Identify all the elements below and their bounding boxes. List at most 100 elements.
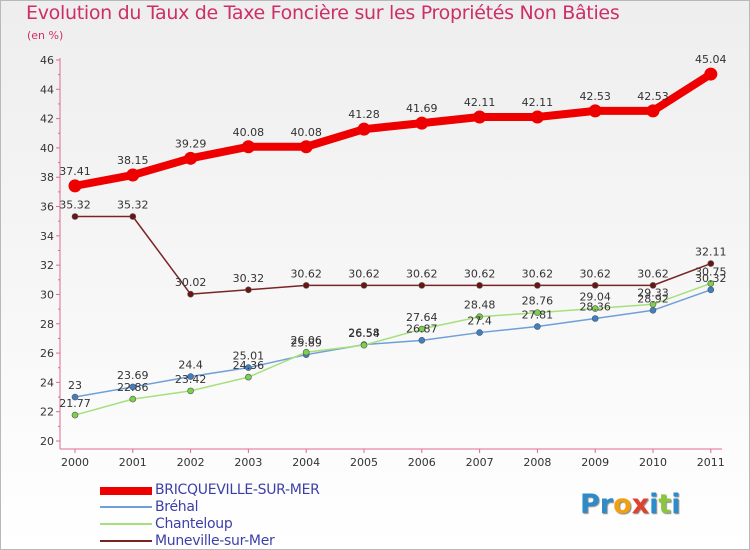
proxiti-logo: Proxiti: [580, 489, 681, 520]
x-tick-label: 2001: [119, 456, 147, 469]
y-tick-label: 42: [40, 113, 54, 126]
data-label: 30.32: [695, 272, 727, 285]
data-point: [476, 282, 483, 289]
legend-label: Chanteloup: [155, 516, 233, 532]
y-tick-label: 22: [40, 406, 54, 419]
x-tick-label: 2004: [292, 456, 320, 469]
data-label: 40.08: [233, 126, 265, 139]
data-point: [415, 116, 429, 130]
data-label: 37.41: [59, 165, 91, 178]
data-label: 23.42: [175, 373, 207, 386]
data-point: [588, 104, 602, 118]
x-tick-label: 2002: [177, 456, 205, 469]
data-label: 41.69: [406, 102, 438, 115]
data-label: 40.08: [290, 126, 322, 139]
data-label: 28.76: [522, 295, 554, 308]
y-tick-label: 32: [40, 259, 54, 272]
x-tick-label: 2010: [639, 456, 667, 469]
x-tick-label: 2011: [697, 456, 725, 469]
data-point: [245, 286, 252, 294]
y-tick-label: 28: [40, 318, 54, 331]
data-label: 23.69: [117, 369, 149, 382]
x-tick-label: 2000: [61, 456, 89, 469]
x-tick-label: 2003: [234, 456, 262, 469]
data-label: 30.02: [175, 276, 207, 289]
data-point: [360, 341, 368, 349]
data-point: [649, 282, 657, 289]
legend-swatch: [100, 540, 152, 542]
data-point: [707, 280, 715, 287]
data-point: [71, 393, 79, 401]
legend-label: Bréhal: [155, 499, 199, 515]
data-label: 32.11: [695, 246, 727, 259]
data-label: 30.62: [464, 267, 496, 280]
y-tick-label: 40: [40, 142, 54, 155]
data-label: 30.62: [579, 267, 611, 280]
data-point: [187, 387, 194, 395]
data-point: [707, 260, 715, 267]
data-point: [357, 122, 371, 136]
legend-swatch: [100, 487, 152, 495]
data-point: [534, 282, 541, 289]
data-label: 21.77: [59, 397, 91, 410]
data-label: 42.53: [579, 90, 611, 103]
data-point: [649, 300, 657, 308]
data-point: [71, 411, 79, 419]
data-point: [126, 168, 140, 182]
data-point: [704, 67, 718, 81]
y-tick-label: 24: [40, 376, 54, 389]
data-point: [418, 282, 426, 289]
data-point: [68, 179, 82, 193]
data-point: [360, 282, 368, 289]
unit-label: (en %): [27, 29, 64, 42]
data-label: 35.32: [59, 199, 91, 212]
y-tick-label: 38: [40, 171, 54, 184]
data-label: 27.81: [522, 309, 554, 322]
data-point: [129, 213, 137, 220]
data-label: 38.15: [117, 154, 149, 167]
data-label: 26.54: [348, 327, 380, 340]
data-label: 24.4: [178, 359, 203, 372]
data-label: 39.29: [175, 137, 207, 150]
data-point: [299, 140, 313, 154]
data-point: [530, 110, 544, 124]
data-label: 28.48: [464, 299, 496, 312]
data-point: [649, 306, 657, 314]
data-point: [476, 313, 483, 321]
y-tick-label: 36: [40, 201, 54, 214]
data-point: [591, 282, 599, 289]
data-label: 23: [68, 379, 82, 392]
data-label: 30.62: [522, 267, 554, 280]
data-label: 25.01: [233, 350, 265, 363]
y-tick-label: 44: [40, 83, 54, 96]
data-label: 35.32: [117, 199, 149, 212]
data-point: [129, 395, 137, 403]
data-label: 28.92: [637, 292, 669, 305]
data-label: 30.32: [233, 272, 265, 285]
data-label: 29.33: [637, 286, 669, 299]
data-label: 42.11: [522, 96, 554, 109]
data-point: [473, 110, 487, 124]
y-tick-label: 20: [40, 435, 54, 448]
data-point: [534, 309, 541, 316]
data-label: 42.53: [637, 90, 669, 103]
data-point: [534, 323, 541, 330]
data-label: 29.04: [579, 291, 611, 304]
data-point: [591, 315, 599, 322]
data-label: 28.36: [579, 300, 611, 313]
y-tick-label: 46: [40, 54, 54, 67]
data-point: [129, 383, 137, 391]
data-label: 26.87: [406, 322, 438, 335]
data-label: 42.11: [464, 96, 496, 109]
data-point: [418, 325, 426, 333]
data-point: [418, 337, 426, 344]
data-point: [187, 373, 194, 380]
legend-label: Muneville-sur-Mer: [155, 533, 275, 549]
data-point: [591, 305, 599, 312]
data-point: [184, 151, 198, 165]
x-tick-label: 2009: [581, 456, 609, 469]
data-point: [71, 213, 79, 220]
series-line: [74, 289, 712, 398]
